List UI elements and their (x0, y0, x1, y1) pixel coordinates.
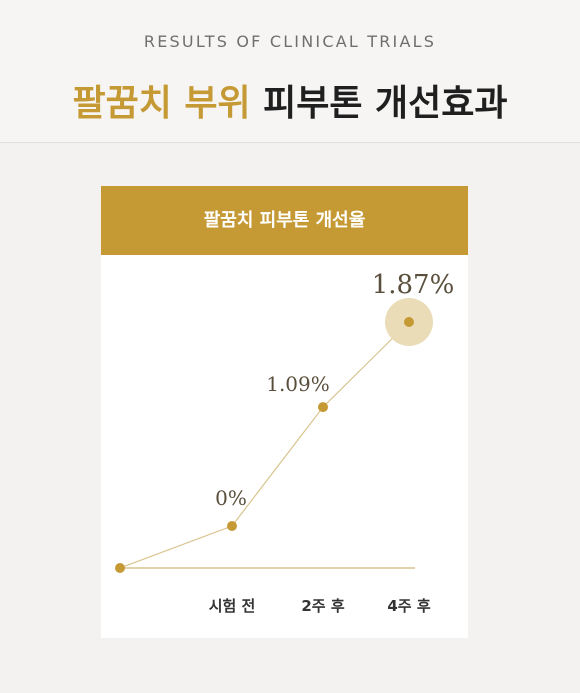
x-tick-label: 4주 후 (387, 597, 430, 615)
data-label: 1.09% (266, 372, 330, 396)
header-divider (0, 142, 580, 143)
chart-card: 팔꿈치 피부톤 개선율 0% 1.09% 1.87% 시험 전 2주 후 4주 후 (101, 186, 468, 638)
data-point (227, 521, 237, 531)
x-tick-label: 2주 후 (301, 597, 344, 615)
page-title-accent: 팔꿈치 부위 (72, 83, 251, 124)
x-tick-label: 시험 전 (209, 597, 256, 615)
page-title-rest: 피부톤 개선효과 (250, 83, 508, 124)
page-header: RESULTS OF CLINICAL TRIALS 팔꿈치 부위 피부톤 개선… (0, 0, 580, 143)
data-point (115, 563, 125, 573)
page-subtitle: RESULTS OF CLINICAL TRIALS (143, 32, 437, 51)
data-point (318, 402, 328, 413)
line-chart: 0% 1.09% 1.87% 시험 전 2주 후 4주 후 (115, 270, 455, 615)
chart-title: 팔꿈치 피부톤 개선율 (101, 186, 468, 255)
page-title: 팔꿈치 부위 피부톤 개선효과 (0, 74, 580, 126)
data-label: 1.87% (372, 270, 455, 300)
series-line (119, 321, 410, 569)
data-label: 0% (215, 486, 247, 510)
data-point (404, 317, 414, 327)
